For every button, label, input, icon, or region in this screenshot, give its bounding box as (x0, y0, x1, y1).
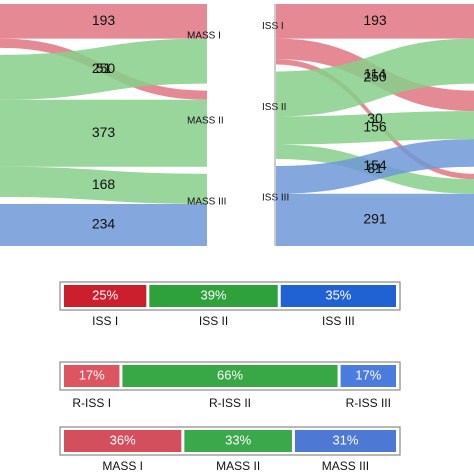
segment-label: 17% (355, 367, 381, 382)
flow-label: 156 (363, 118, 387, 134)
node-label: ISS I (262, 21, 284, 32)
bar-segment (122, 365, 338, 387)
flow (276, 139, 474, 194)
flow (276, 4, 474, 39)
flow-label: 30 (367, 110, 383, 126)
bar-segment (64, 430, 182, 452)
category-label: MASS II (216, 459, 260, 473)
segment-label: 25% (92, 287, 118, 302)
flow-label: 291 (363, 211, 387, 227)
flow-label: 154 (363, 157, 387, 173)
bar-segment (184, 430, 292, 452)
flow-label: 373 (92, 124, 116, 140)
flow-label: 193 (363, 12, 387, 28)
segment-label: 39% (201, 287, 227, 302)
segment-label: 31% (332, 432, 358, 447)
flow-label: 250 (92, 60, 116, 76)
bar-segment (294, 430, 396, 452)
category-label: MASS III (322, 459, 369, 473)
flow (0, 99, 207, 167)
flow-label: 234 (92, 216, 116, 232)
flow-label: 250 (363, 68, 387, 84)
node-label: MASS III (187, 197, 226, 208)
category-label: ISS I (92, 314, 118, 328)
segment-label: 36% (110, 432, 136, 447)
category-label: ISS II (199, 314, 228, 328)
segment-label: 35% (325, 287, 351, 302)
flow (276, 38, 474, 117)
node-label: ISS II (262, 102, 286, 113)
flow-label: 114 (364, 66, 387, 82)
category-label: MASS I (102, 459, 143, 473)
flow (276, 193, 474, 246)
segment-label: 33% (225, 432, 251, 447)
bar-segment (64, 285, 147, 307)
category-label: R-ISS II (209, 396, 251, 410)
flow-label: 51 (96, 60, 112, 76)
category-label: ISS III (322, 314, 355, 328)
flow-label: 81 (367, 160, 383, 176)
segment-label: 66% (217, 367, 243, 382)
flow-label: 193 (92, 12, 116, 28)
node-label: MASS I (187, 30, 221, 41)
node-label: MASS II (187, 115, 224, 126)
bar-segment (280, 285, 396, 307)
category-label: R-ISS I (72, 396, 111, 410)
bar-segment (149, 285, 278, 307)
bar-segment (340, 365, 396, 387)
segment-label: 17% (79, 367, 105, 382)
flow (0, 4, 207, 39)
node-label: ISS III (262, 193, 289, 204)
category-label: R-ISS III (346, 396, 391, 410)
flow (0, 166, 207, 204)
flow (0, 38, 207, 100)
bar-segment (64, 365, 120, 387)
flow-label: 168 (92, 176, 116, 192)
flow (276, 111, 474, 145)
flow (0, 203, 207, 246)
